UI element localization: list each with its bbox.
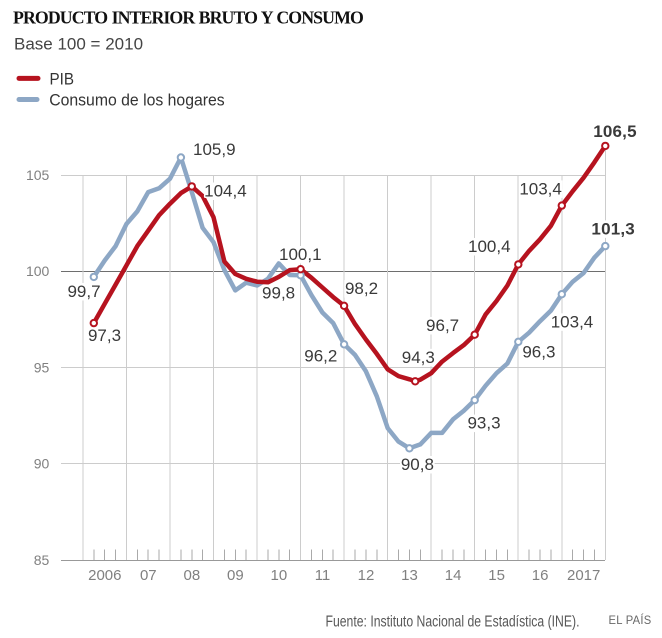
svg-text:09: 09	[227, 567, 244, 584]
svg-text:07: 07	[140, 567, 157, 584]
svg-text:105,9: 105,9	[193, 140, 236, 159]
svg-text:95: 95	[34, 359, 50, 375]
svg-text:90: 90	[34, 456, 50, 472]
svg-text:93,3: 93,3	[467, 414, 500, 433]
svg-text:103,4: 103,4	[551, 312, 594, 331]
svg-text:2017: 2017	[567, 567, 600, 584]
svg-text:104,4: 104,4	[204, 182, 247, 201]
svg-text:99,8: 99,8	[262, 284, 295, 303]
svg-text:PIB: PIB	[50, 70, 75, 89]
svg-text:Consumo de los hogares: Consumo de los hogares	[49, 91, 225, 110]
svg-text:12: 12	[358, 567, 375, 584]
svg-text:85: 85	[34, 552, 50, 568]
svg-text:100: 100	[26, 263, 50, 279]
svg-text:100,1: 100,1	[279, 245, 322, 264]
svg-text:16: 16	[532, 567, 549, 584]
svg-text:96,7: 96,7	[426, 316, 459, 335]
svg-text:96,2: 96,2	[304, 347, 337, 366]
svg-text:Base 100 = 2010: Base 100 = 2010	[14, 35, 143, 54]
svg-text:99,7: 99,7	[67, 282, 100, 301]
svg-text:14: 14	[445, 567, 462, 584]
svg-text:EL PAÍS: EL PAÍS	[609, 612, 652, 627]
svg-text:13: 13	[401, 567, 418, 584]
svg-text:105: 105	[26, 167, 50, 183]
svg-text:Fuente: Instituto Nacional de: Fuente: Instituto Nacional de Estadístic…	[326, 614, 580, 631]
svg-text:15: 15	[488, 567, 505, 584]
svg-text:106,5: 106,5	[593, 122, 637, 141]
svg-text:101,3: 101,3	[591, 219, 635, 238]
svg-text:90,8: 90,8	[401, 455, 434, 474]
svg-text:98,2: 98,2	[345, 279, 378, 298]
svg-text:10: 10	[271, 567, 288, 584]
svg-text:94,3: 94,3	[402, 348, 435, 367]
svg-text:97,3: 97,3	[88, 326, 121, 345]
svg-text:100,4: 100,4	[468, 237, 511, 256]
svg-text:08: 08	[184, 567, 201, 584]
svg-text:11: 11	[315, 567, 331, 584]
svg-text:96,3: 96,3	[522, 343, 555, 362]
svg-text:PRODUCTO INTERIOR BRUTO Y CONS: PRODUCTO INTERIOR BRUTO Y CONSUMO	[13, 8, 363, 28]
svg-text:2006: 2006	[88, 567, 121, 584]
svg-text:103,4: 103,4	[519, 179, 562, 198]
